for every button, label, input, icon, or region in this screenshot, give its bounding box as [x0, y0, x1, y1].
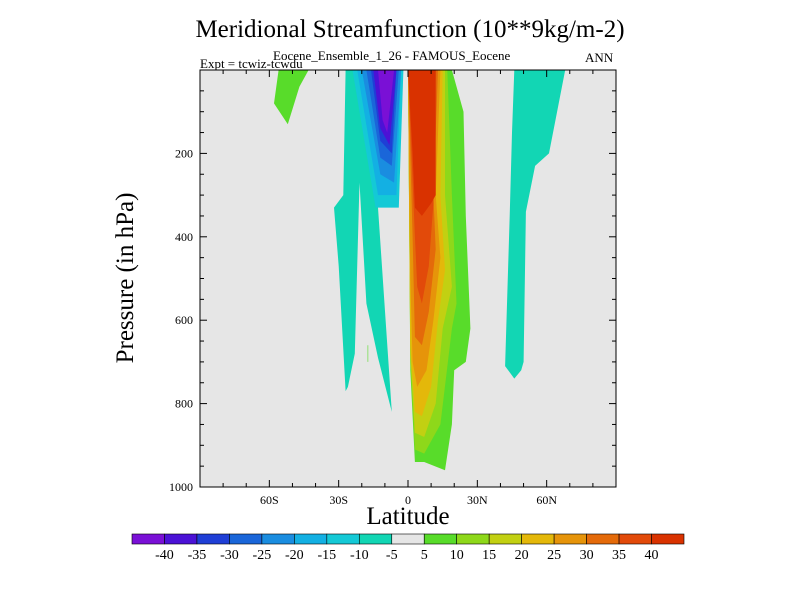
colorbar-swatch: [553, 533, 587, 545]
colorbar-label: -35: [188, 548, 207, 563]
y-tick-label: 600: [175, 313, 193, 327]
x-tick-label: 30N: [467, 493, 488, 507]
colorbar-label: 30: [580, 548, 594, 563]
contour-northern-teal-column: [505, 70, 566, 379]
colorbar-swatch: [164, 533, 198, 545]
y-tick-label: 800: [175, 397, 193, 411]
x-axis-label: Latitude: [366, 503, 450, 530]
contour-hadley-c40: [408, 70, 436, 216]
colorbar-swatch: [294, 533, 328, 545]
y-tick-label: 200: [175, 146, 193, 160]
chart-subtitle: Eocene_Ensemble_1_26 - FAMOUS_Eocene: [273, 48, 511, 63]
colorbar-label: 5: [421, 548, 428, 563]
colorbar-label: -15: [317, 548, 336, 563]
colorbar-label: 15: [482, 548, 496, 563]
y-tick-label: 400: [175, 230, 193, 244]
colorbar-label: -5: [386, 548, 398, 563]
colorbar-label: -25: [253, 548, 272, 563]
colorbar-label: 40: [645, 548, 659, 563]
colorbar-swatch: [651, 533, 685, 545]
colorbar-label: 35: [612, 548, 626, 563]
plot-area: [200, 70, 616, 487]
y-tick-label: 1000: [169, 480, 193, 494]
colorbar-label: -20: [285, 548, 304, 563]
colorbar-swatch: [586, 533, 620, 545]
colorbar-swatch: [488, 533, 522, 545]
colorbar-swatch: [521, 533, 555, 545]
x-tick-label: 0: [405, 493, 411, 507]
contour-small-green-tick: [367, 345, 369, 362]
colorbar-label: 10: [450, 548, 464, 563]
colorbar-swatch: [229, 533, 263, 545]
x-tick-label: 60S: [260, 493, 279, 507]
colorbar-swatch: [326, 533, 360, 545]
contour-southern-cell-c7: [378, 70, 395, 133]
colorbar-swatch: [423, 533, 458, 545]
chart-title: Meridional Streamfunction (10**9kg/m-2): [195, 16, 625, 43]
contour-southern-green-lobe: [274, 70, 309, 125]
colorbar-swatch: [261, 533, 295, 545]
x-tick-label: 60N: [536, 493, 557, 507]
season-label: ANN: [585, 50, 614, 65]
colorbar-swatch: [196, 533, 230, 545]
plot-background: [200, 70, 616, 487]
contour-southern-teal-column: [334, 70, 392, 412]
colorbar-swatch: [618, 533, 652, 545]
colorbar-swatch: [131, 533, 165, 545]
experiment-label: Expt = tcwiz-tcwdu: [200, 56, 303, 71]
colorbar: -40 -35 -30 -25 -20 -15 -10 -5 5 10 15 20 25 30 35 40: [131, 533, 685, 563]
colorbar-label: 25: [547, 548, 561, 563]
colorbar-label: -10: [350, 548, 369, 563]
colorbar-swatch: [391, 533, 425, 545]
colorbar-swatch: [358, 533, 393, 545]
colorbar-swatch: [456, 533, 490, 545]
axes: 60S 30S 0 30N 60N 200 400 600 800 1000: [169, 69, 617, 507]
colorbar-label: -30: [220, 548, 239, 563]
colorbar-label: 20: [515, 548, 529, 563]
colorbar-label: -40: [155, 548, 174, 563]
x-tick-label: 30S: [329, 493, 348, 507]
